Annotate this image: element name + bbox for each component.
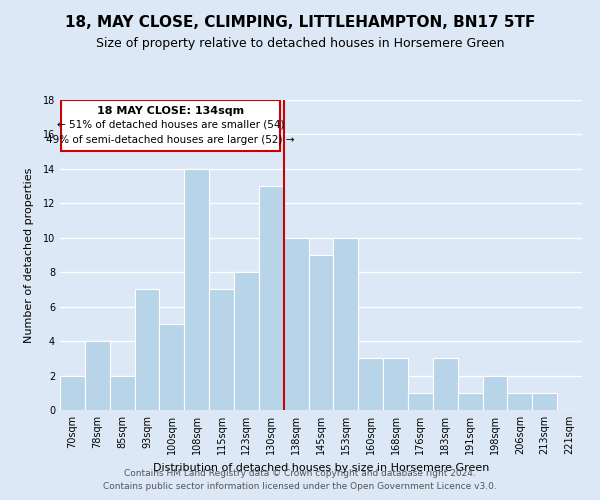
Text: Contains HM Land Registry data © Crown copyright and database right 2024.: Contains HM Land Registry data © Crown c…	[124, 468, 476, 477]
Text: 18, MAY CLOSE, CLIMPING, LITTLEHAMPTON, BN17 5TF: 18, MAY CLOSE, CLIMPING, LITTLEHAMPTON, …	[65, 15, 535, 30]
Text: 49% of semi-detached houses are larger (52) →: 49% of semi-detached houses are larger (…	[46, 136, 295, 145]
Bar	[234, 272, 259, 410]
Bar	[284, 238, 308, 410]
Bar	[458, 393, 482, 410]
Bar	[358, 358, 383, 410]
Bar	[60, 376, 85, 410]
Bar	[433, 358, 458, 410]
Bar	[110, 376, 134, 410]
Bar	[508, 393, 532, 410]
Bar	[408, 393, 433, 410]
Y-axis label: Number of detached properties: Number of detached properties	[25, 168, 34, 342]
Bar	[209, 290, 234, 410]
Bar	[160, 324, 184, 410]
Text: ← 51% of detached houses are smaller (54): ← 51% of detached houses are smaller (54…	[57, 120, 284, 130]
Bar	[383, 358, 408, 410]
Bar	[334, 238, 358, 410]
Bar	[184, 169, 209, 410]
Text: Contains public sector information licensed under the Open Government Licence v3: Contains public sector information licen…	[103, 482, 497, 491]
Text: Size of property relative to detached houses in Horsemere Green: Size of property relative to detached ho…	[96, 38, 504, 51]
X-axis label: Distribution of detached houses by size in Horsemere Green: Distribution of detached houses by size …	[153, 462, 489, 472]
Text: 18 MAY CLOSE: 134sqm: 18 MAY CLOSE: 134sqm	[97, 106, 244, 116]
Bar	[134, 290, 160, 410]
Bar	[259, 186, 284, 410]
Bar	[85, 341, 110, 410]
Bar	[308, 255, 334, 410]
FancyBboxPatch shape	[61, 100, 280, 151]
Bar	[532, 393, 557, 410]
Bar	[482, 376, 508, 410]
